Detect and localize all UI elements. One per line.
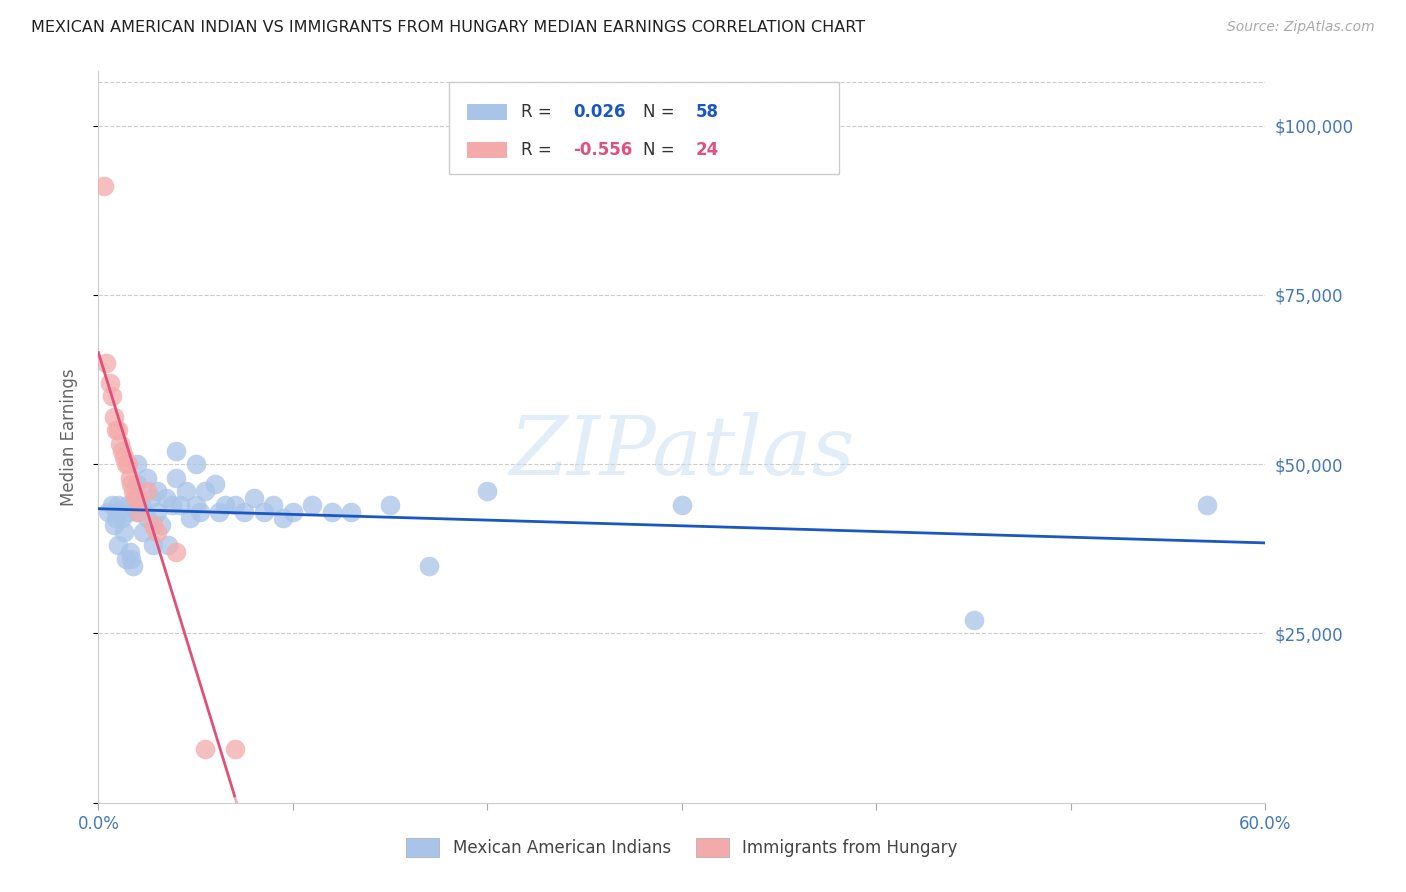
Text: 24: 24 <box>696 141 718 159</box>
Point <box>121 552 143 566</box>
Text: ZIPatlas: ZIPatlas <box>509 412 855 491</box>
Text: MEXICAN AMERICAN INDIAN VS IMMIGRANTS FROM HUNGARY MEDIAN EARNINGS CORRELATION C: MEXICAN AMERICAN INDIAN VS IMMIGRANTS FR… <box>31 20 865 35</box>
Point <box>194 741 217 756</box>
Point <box>122 484 145 499</box>
Point <box>98 376 121 390</box>
Point <box>477 484 499 499</box>
Point <box>262 498 284 512</box>
Text: 58: 58 <box>696 103 718 121</box>
Text: 0.026: 0.026 <box>574 103 626 121</box>
Point <box>194 484 217 499</box>
Text: R =: R = <box>520 103 551 121</box>
Point <box>136 484 159 499</box>
Point <box>127 505 149 519</box>
Point <box>962 613 984 627</box>
Point <box>108 437 131 451</box>
Point <box>155 491 177 505</box>
FancyBboxPatch shape <box>449 82 839 174</box>
FancyBboxPatch shape <box>467 142 508 158</box>
Point <box>165 443 187 458</box>
Point <box>174 484 197 499</box>
Point <box>127 477 149 491</box>
Point <box>101 389 124 403</box>
Point <box>169 498 191 512</box>
Text: R =: R = <box>520 141 551 159</box>
Point <box>224 498 246 512</box>
Point <box>165 545 187 559</box>
Text: N =: N = <box>644 103 675 121</box>
Point <box>121 477 143 491</box>
Point <box>162 498 184 512</box>
Point <box>111 443 134 458</box>
Point <box>122 558 145 573</box>
Point <box>139 491 162 505</box>
Point <box>129 498 152 512</box>
Point <box>165 471 187 485</box>
Point <box>157 538 180 552</box>
Point <box>93 179 115 194</box>
Point <box>127 491 149 505</box>
Point <box>321 505 343 519</box>
Point <box>233 505 256 519</box>
Point <box>149 518 172 533</box>
Legend: Mexican American Indians, Immigrants from Hungary: Mexican American Indians, Immigrants fro… <box>399 831 965 864</box>
Point <box>142 518 165 533</box>
Point <box>103 409 125 424</box>
Point <box>107 423 129 437</box>
Point <box>184 457 207 471</box>
Point <box>671 498 693 512</box>
Point <box>340 505 363 519</box>
Point <box>117 498 139 512</box>
Point <box>111 511 134 525</box>
Point <box>214 498 236 512</box>
Point <box>104 423 127 437</box>
Point <box>101 498 124 512</box>
Point <box>107 498 129 512</box>
Point <box>243 491 266 505</box>
Point <box>117 457 139 471</box>
Point <box>142 538 165 552</box>
Point <box>107 538 129 552</box>
Point <box>112 450 135 465</box>
Point <box>224 741 246 756</box>
Point <box>124 491 146 505</box>
Point <box>146 524 169 539</box>
Point <box>114 552 136 566</box>
Point <box>301 498 323 512</box>
Point <box>104 511 127 525</box>
Point <box>114 457 136 471</box>
Point <box>127 457 149 471</box>
Point <box>136 471 159 485</box>
Point <box>208 505 231 519</box>
Text: N =: N = <box>644 141 675 159</box>
Point <box>204 477 226 491</box>
Y-axis label: Median Earnings: Median Earnings <box>59 368 77 506</box>
Point <box>179 511 201 525</box>
Text: Source: ZipAtlas.com: Source: ZipAtlas.com <box>1227 20 1375 34</box>
Point <box>146 505 169 519</box>
Point <box>380 498 402 512</box>
Point <box>97 505 120 519</box>
Point <box>188 505 211 519</box>
Point <box>132 524 155 539</box>
Point <box>271 511 294 525</box>
Point <box>118 545 141 559</box>
Point <box>107 505 129 519</box>
Point <box>136 511 159 525</box>
Point <box>1195 498 1218 512</box>
Point <box>146 484 169 499</box>
Point <box>117 505 139 519</box>
Point <box>281 505 304 519</box>
FancyBboxPatch shape <box>467 104 508 120</box>
Point <box>96 355 118 369</box>
Point <box>184 498 207 512</box>
Point <box>103 518 125 533</box>
Point <box>112 524 135 539</box>
Point <box>128 505 150 519</box>
Point <box>253 505 276 519</box>
Point <box>418 558 440 573</box>
Text: -0.556: -0.556 <box>574 141 633 159</box>
Point <box>118 471 141 485</box>
